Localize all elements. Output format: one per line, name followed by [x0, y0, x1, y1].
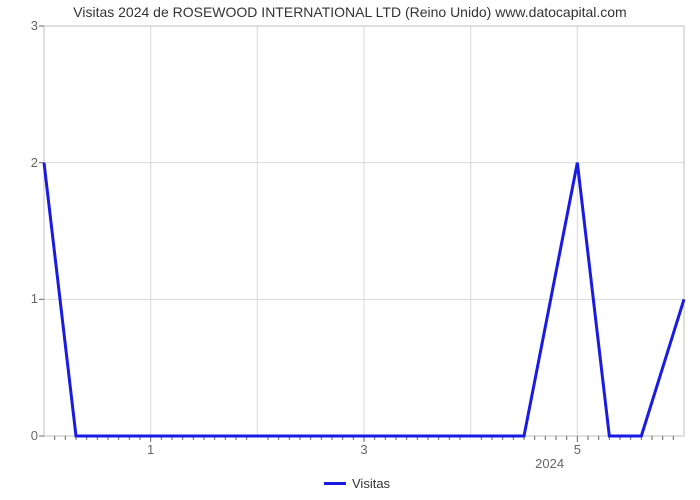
y-tick-label: 1	[20, 291, 38, 306]
x-tick-label: 3	[354, 442, 374, 457]
y-tick-label: 2	[20, 155, 38, 170]
x-tick-label: 5	[567, 442, 587, 457]
plot-area	[44, 26, 684, 436]
chart-title: Visitas 2024 de ROSEWOOD INTERNATIONAL L…	[0, 4, 700, 20]
y-tick-label: 0	[20, 428, 38, 443]
y-tick-label: 3	[20, 18, 38, 33]
chart-svg	[44, 26, 684, 436]
legend-swatch	[324, 482, 346, 485]
x-tick-label: 1	[141, 442, 161, 457]
x-axis-year-label: 2024	[530, 456, 570, 471]
legend-label: Visitas	[352, 476, 390, 491]
legend: Visitas	[324, 476, 390, 491]
